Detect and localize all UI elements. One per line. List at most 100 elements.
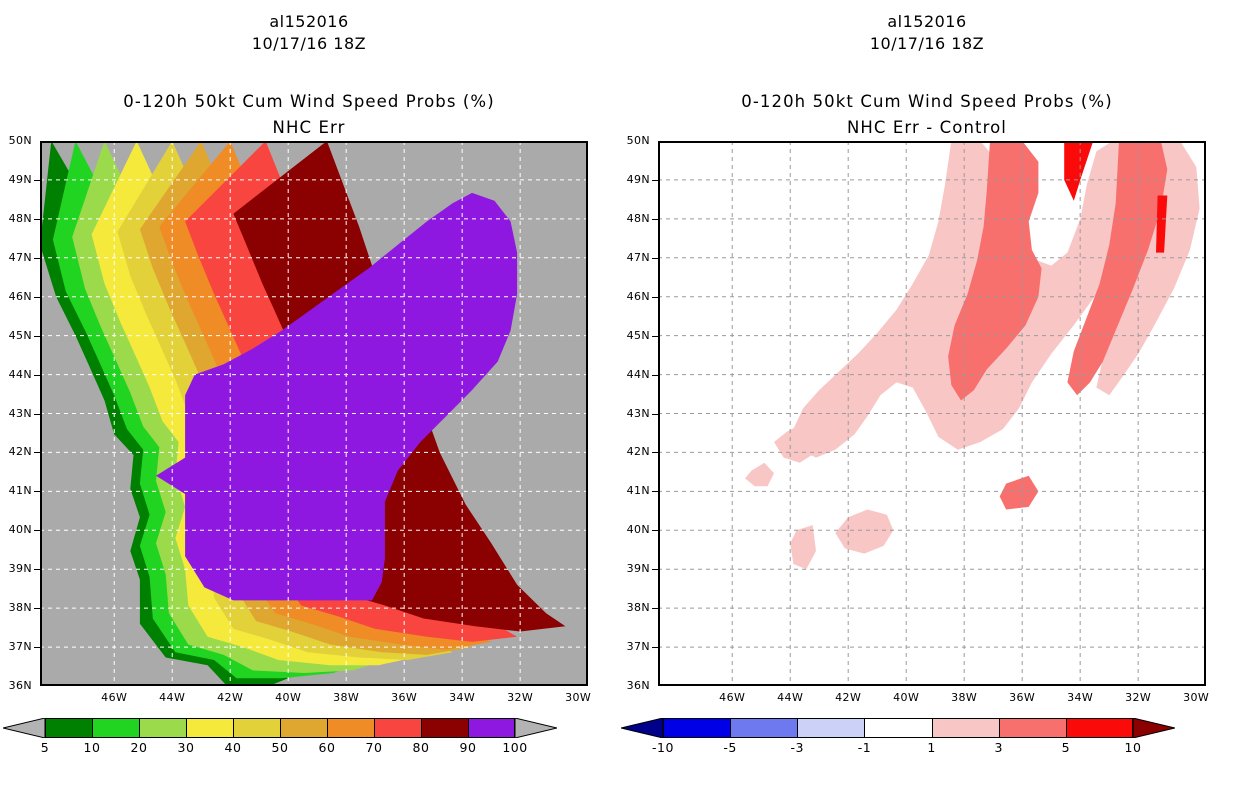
x-tick-label: 34W xyxy=(449,691,476,704)
chart-subtitle-right: NHC Err - Control xyxy=(846,118,1007,137)
colorbar-band xyxy=(233,718,280,738)
y-tick-mark xyxy=(34,452,40,454)
y-tick-label: 38N xyxy=(626,601,650,615)
x-tick-label: 44W xyxy=(777,691,804,704)
colorbar-tick-label: -5 xyxy=(723,740,737,755)
colorbar-band xyxy=(186,718,233,738)
colorbar-band xyxy=(421,718,468,738)
colorbar-band xyxy=(45,718,92,738)
colorbar-tick-label: 80 xyxy=(412,740,430,755)
colorbar-under-arrow xyxy=(621,718,663,738)
y-tick-mark xyxy=(34,569,40,571)
x-tick-label: 32W xyxy=(507,691,534,704)
contour-band-90 xyxy=(156,192,518,601)
y-tick-label: 44N xyxy=(8,367,32,381)
y-tick-mark xyxy=(34,374,40,376)
colorbar-right: -10 -5 -3 -1 1 3 5 10 xyxy=(621,718,1175,758)
x-tick-label: 30W xyxy=(565,691,592,704)
colorbar-tick-label: 3 xyxy=(994,740,1003,755)
y-tick-mark xyxy=(34,179,40,181)
y-tick-mark xyxy=(652,218,658,220)
y-tick-mark xyxy=(652,647,658,649)
y-tick-label: 39N xyxy=(626,562,650,576)
y-tick-label: 45N xyxy=(626,328,650,342)
plot-border-right xyxy=(658,141,1206,686)
colorbar-tick-label: -10 xyxy=(652,740,674,755)
x-tick-label: 42W xyxy=(217,691,244,704)
y-tick-label: 49N xyxy=(8,172,32,186)
y-tick-label: 36N xyxy=(626,679,650,692)
x-tick-label: 36W xyxy=(391,691,418,704)
colorbar-band xyxy=(468,718,515,738)
y-tick-label: 48N xyxy=(626,211,650,225)
x-tick-label: 34W xyxy=(1067,691,1094,704)
colorbar-tick-label: 100 xyxy=(502,740,528,755)
y-tick-label: 37N xyxy=(8,640,32,654)
colorbar-band xyxy=(864,718,932,738)
contour-field-right xyxy=(658,141,1206,686)
contour-band-1 xyxy=(790,525,816,570)
y-tick-label: 46N xyxy=(8,289,32,303)
colorbar-tick-label: 10 xyxy=(1124,740,1142,755)
colorbar-left: 5 10 20 30 40 50 60 70 80 90 100 xyxy=(3,718,557,758)
y-tick-mark xyxy=(652,413,658,415)
y-tick-mark xyxy=(652,569,658,571)
y-tick-label: 40N xyxy=(8,523,32,537)
colorbar-tick-label: 90 xyxy=(459,740,477,755)
y-tick-label: 41N xyxy=(626,484,650,498)
colorbar-band xyxy=(663,718,731,738)
y-tick-label: 42N xyxy=(626,445,650,459)
gridlines-left xyxy=(40,141,588,686)
y-tick-mark xyxy=(652,335,658,337)
contour-band-5 xyxy=(1064,141,1094,201)
contour-band-3 xyxy=(999,475,1039,510)
y-tick-mark xyxy=(34,491,40,493)
y-tick-label: 45N xyxy=(8,328,32,342)
y-tick-mark xyxy=(652,491,658,493)
x-tick-label: 42W xyxy=(835,691,862,704)
y-tick-mark xyxy=(652,179,658,181)
y-tick-label: 47N xyxy=(8,250,32,264)
x-tick-label: 32W xyxy=(1125,691,1152,704)
gridlines-right xyxy=(658,141,1206,686)
x-tick-label: 36W xyxy=(1009,691,1036,704)
colorbar-tick-label: 60 xyxy=(318,740,336,755)
chart-subtitle-left: NHC Err xyxy=(272,118,346,137)
colorbar-tick-label: 40 xyxy=(224,740,242,755)
x-tick-label: 40W xyxy=(893,691,920,704)
y-tick-mark xyxy=(652,530,658,532)
y-tick-mark xyxy=(652,296,658,298)
y-tick-mark xyxy=(34,296,40,298)
colorbar-tick-label: -1 xyxy=(857,740,872,755)
y-tick-label: 48N xyxy=(8,211,32,225)
y-tick-mark xyxy=(34,530,40,532)
colorbar-band xyxy=(998,718,1066,738)
contour-field-left xyxy=(40,141,588,686)
y-tick-mark xyxy=(34,608,40,610)
y-tick-label: 46N xyxy=(626,289,650,303)
colorbar-tick-label: -3 xyxy=(790,740,805,755)
contour-band-1 xyxy=(745,462,774,487)
plot-border-left xyxy=(40,141,588,686)
x-tick-label: 46W xyxy=(101,691,128,704)
y-tick-label: 44N xyxy=(626,367,650,381)
contour-band-5 xyxy=(1156,195,1168,253)
colorbar-tick-label: 70 xyxy=(365,740,383,755)
colorbar-tick-label: 20 xyxy=(130,740,148,755)
colorbar-band xyxy=(327,718,374,738)
storm-id-left: al152016 xyxy=(269,12,349,31)
y-tick-label: 36N xyxy=(8,679,32,692)
colorbar-tick-label: 5 xyxy=(40,740,50,755)
y-tick-mark xyxy=(34,647,40,649)
y-tick-mark xyxy=(652,374,658,376)
colorbar-band xyxy=(730,718,798,738)
y-tick-label: 50N xyxy=(626,134,650,147)
y-tick-mark xyxy=(34,335,40,337)
x-tick-label: 46W xyxy=(719,691,746,704)
x-tick-label: 40W xyxy=(275,691,302,704)
plot-area-left xyxy=(40,141,588,686)
y-tick-mark xyxy=(652,257,658,259)
y-tick-label: 38N xyxy=(8,601,32,615)
colorbar-band xyxy=(139,718,186,738)
colorbar-band xyxy=(280,718,327,738)
